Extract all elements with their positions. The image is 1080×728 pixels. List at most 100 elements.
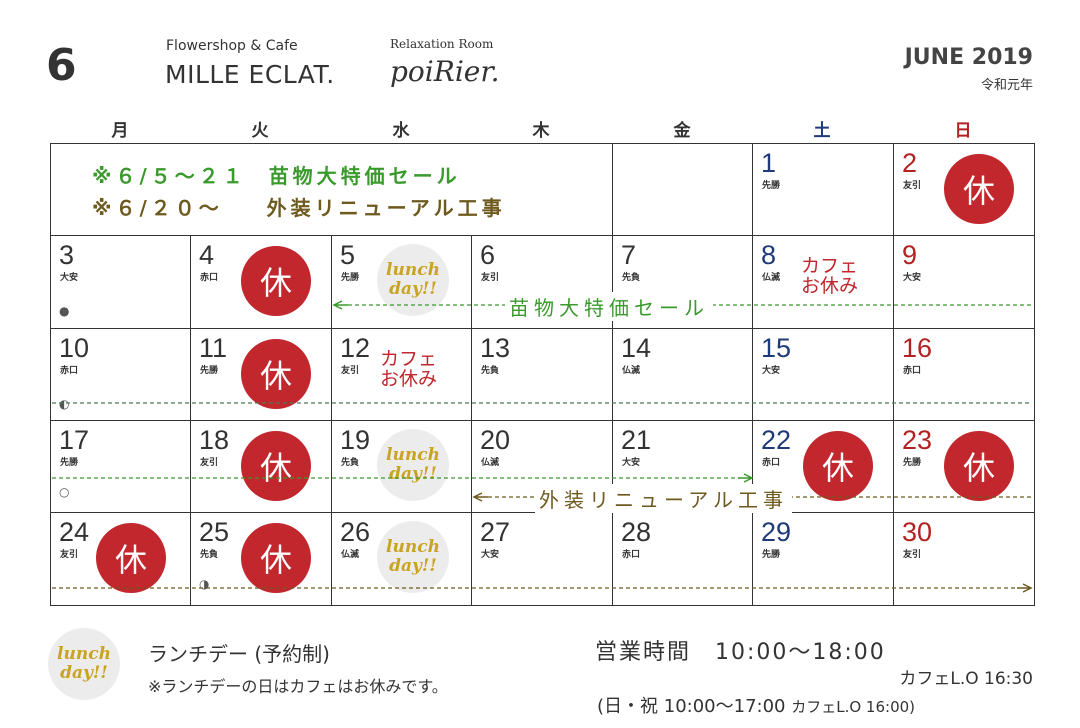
- day-number: 2: [902, 148, 918, 178]
- day-number: 26: [340, 517, 371, 547]
- weekday-label: 土: [813, 121, 831, 141]
- day-cell[interactable]: 13 先負: [471, 328, 614, 422]
- day-number: 29: [761, 517, 792, 547]
- sale-period: ※６/５～２１: [92, 164, 247, 188]
- weekday-label: 火: [251, 121, 269, 141]
- rokuyo-label: 赤口: [60, 366, 79, 376]
- rokuyo-label: 先勝: [903, 458, 922, 468]
- day-cell[interactable]: 23 先勝 休: [893, 420, 1035, 514]
- closed-day-badge: 休: [241, 523, 311, 593]
- relaxation-logo: poiRier.: [390, 55, 500, 88]
- closed-day-badge: 休: [96, 523, 166, 593]
- day-number: 23: [902, 425, 933, 455]
- day-number: 20: [480, 425, 511, 455]
- day-cell[interactable]: 18 友引 休: [190, 420, 333, 514]
- day-number: 6: [480, 240, 496, 270]
- announcement-banner: ※６/５～２１ 苗物大特価セール ※６/２０～ 外装リニューアル工事: [92, 160, 506, 224]
- day-cell[interactable]: 5 先勝 lunch day!!: [331, 235, 473, 330]
- moon-phase-icon: ◑: [199, 577, 210, 591]
- day-cell[interactable]: 14 仏滅: [612, 328, 754, 422]
- lunch-day-legend-icon: lunch day!!: [48, 628, 120, 700]
- month-number: 6: [46, 40, 77, 91]
- day-number: 1: [761, 148, 777, 178]
- rokuyo-label: 先勝: [762, 181, 781, 191]
- rokuyo-label: 友引: [200, 458, 219, 468]
- rokuyo-label: 赤口: [200, 273, 219, 283]
- day-cell[interactable]: 15 大安: [752, 328, 895, 422]
- rokuyo-label: 大安: [622, 458, 641, 468]
- rokuyo-label: 先負: [341, 458, 360, 468]
- day-cell[interactable]: 8 仏滅 カフェ お休み: [752, 235, 895, 330]
- lunch-day-badge: lunch day!!: [377, 521, 449, 593]
- month-year-title: JUNE 2019: [904, 45, 1033, 70]
- day-number: 16: [902, 333, 933, 363]
- rokuyo-label: 友引: [481, 273, 500, 283]
- rokuyo-label: 先負: [481, 366, 500, 376]
- day-number: 3: [59, 240, 75, 270]
- day-number: 28: [621, 517, 652, 547]
- moon-phase-icon: ●: [59, 304, 70, 318]
- renewal-title: 外装リニューアル工事: [266, 196, 506, 220]
- day-cell[interactable]: 2 友引 休: [893, 143, 1035, 237]
- day-cell[interactable]: 11 先勝 休: [190, 328, 333, 422]
- shop-subtitle: Flowershop & Cafe: [166, 38, 298, 54]
- day-number: 21: [621, 425, 652, 455]
- day-cell[interactable]: 12 友引 カフェ お休み: [331, 328, 473, 422]
- day-number: 5: [340, 240, 356, 270]
- day-number: 17: [59, 425, 90, 455]
- rokuyo-label: 先勝: [200, 366, 219, 376]
- closed-day-badge: 休: [944, 431, 1014, 501]
- cafe-last-order: カフェL.O 16:30: [899, 669, 1033, 689]
- renewal-period: ※６/２０～: [92, 196, 223, 220]
- arrow-right-icon: [1017, 583, 1033, 593]
- day-cell[interactable]: 17 先勝 ○: [50, 420, 192, 514]
- rokuyo-label: 先負: [200, 550, 219, 560]
- rokuyo-label: 先勝: [762, 550, 781, 560]
- moon-phase-icon: ◐: [59, 397, 70, 411]
- lunch-day-title: ランチデー (予約制): [148, 642, 330, 666]
- day-cell[interactable]: 9 大安: [893, 235, 1035, 330]
- day-cell[interactable]: 27 大安: [471, 512, 614, 606]
- day-number: 11: [199, 333, 228, 363]
- weekday-label: 日: [954, 121, 972, 141]
- day-number: 24: [59, 517, 90, 547]
- rokuyo-label: 赤口: [903, 366, 922, 376]
- arrow-left-icon: [472, 492, 488, 502]
- day-cell[interactable]: 3 大安 ●: [50, 235, 192, 330]
- closed-day-badge: 休: [803, 431, 873, 501]
- era-name: 令和元年: [980, 78, 1033, 93]
- day-cell[interactable]: 25 先負 ◑ 休: [190, 512, 333, 606]
- rokuyo-label: 友引: [903, 550, 922, 560]
- day-cell[interactable]: 16 赤口: [893, 328, 1035, 422]
- cafe-closed-note: カフェ お休み: [801, 255, 859, 297]
- day-number: 25: [199, 517, 230, 547]
- rokuyo-label: 仏滅: [341, 550, 360, 560]
- day-cell[interactable]: 29 先勝: [752, 512, 895, 606]
- day-number: 19: [340, 425, 371, 455]
- rokuyo-label: 大安: [762, 366, 781, 376]
- day-cell[interactable]: 30 友引: [893, 512, 1035, 606]
- announcement-cell: [50, 143, 614, 237]
- day-number: 30: [902, 517, 933, 547]
- rokuyo-label: 大安: [903, 273, 922, 283]
- rokuyo-label: 仏滅: [481, 458, 500, 468]
- rokuyo-label: 仏滅: [622, 366, 641, 376]
- day-number: 8: [761, 240, 777, 270]
- day-cell[interactable]: 26 仏滅 lunch day!!: [331, 512, 473, 606]
- day-number: 7: [621, 240, 637, 270]
- lunch-day-badge: lunch day!!: [377, 244, 449, 316]
- rokuyo-label: 友引: [341, 366, 360, 376]
- relaxation-subtitle: Relaxation Room: [390, 37, 494, 51]
- day-number: 27: [480, 517, 511, 547]
- day-cell[interactable]: 24 友引 休: [50, 512, 192, 606]
- lunch-day-note: ※ランチデーの日はカフェはお休みです。: [148, 677, 448, 696]
- sale-period-label: 苗物大特価セール: [505, 292, 713, 321]
- day-cell[interactable]: 4 赤口 休: [190, 235, 333, 330]
- holiday-hours: (日・祝 10:00～17:00 カフェL.O 16:00): [597, 696, 916, 717]
- day-number: 10: [59, 333, 90, 363]
- day-cell[interactable]: 10 赤口 ◐: [50, 328, 192, 422]
- closed-day-badge: 休: [944, 154, 1014, 224]
- sale-title: 苗物大特価セール: [268, 164, 461, 188]
- day-number: 15: [761, 333, 792, 363]
